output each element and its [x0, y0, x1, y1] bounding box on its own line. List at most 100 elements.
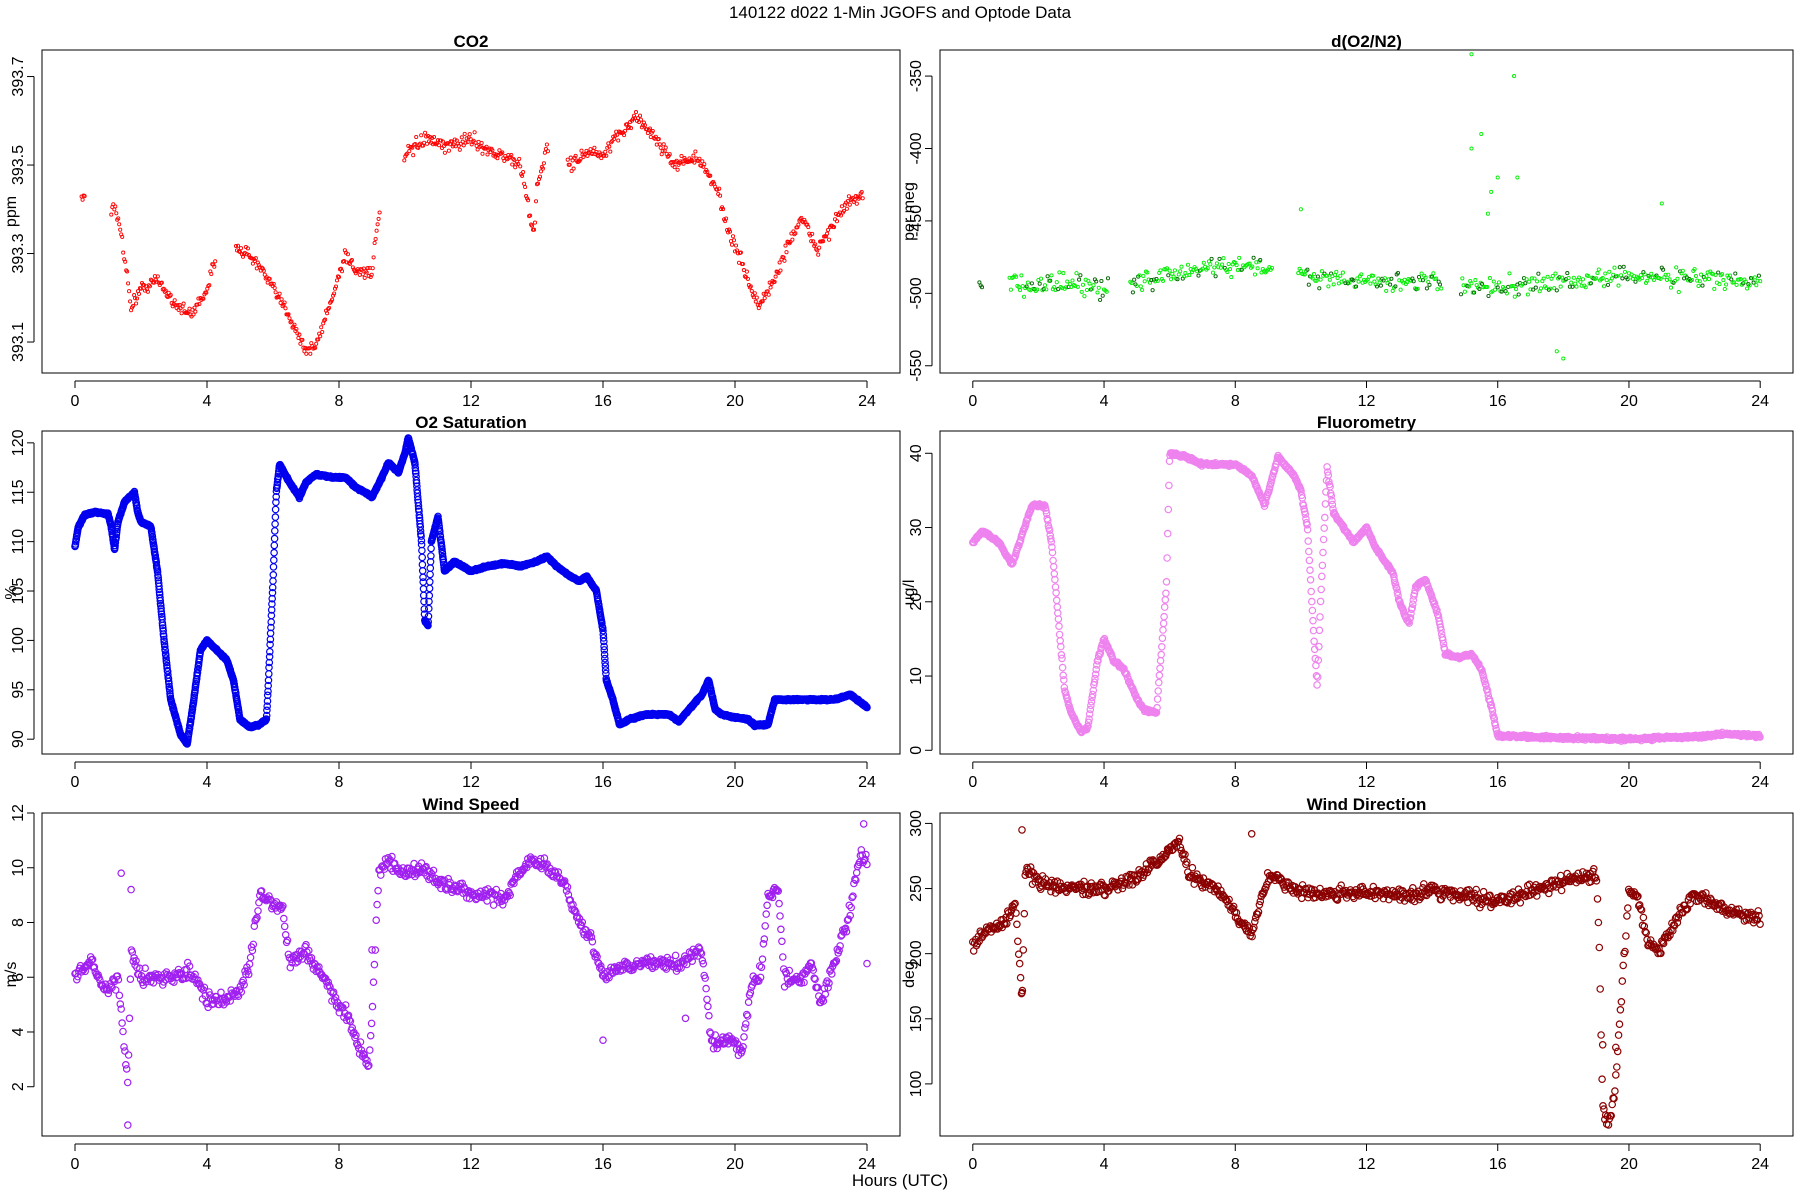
co2-point: [345, 252, 350, 257]
do2n2-point: [1142, 279, 1147, 284]
co2-point: [852, 197, 857, 202]
do2n2-point: [1706, 277, 1712, 282]
o2sat-point: [155, 585, 164, 594]
do2n2-point: [1025, 280, 1030, 285]
do2n2-point: [1419, 271, 1424, 276]
fluor-point: [1305, 547, 1313, 556]
do2n2-frame: [939, 49, 1794, 374]
co2-point: [599, 156, 604, 161]
co2-point: [731, 238, 737, 243]
fluor-point: [1157, 650, 1166, 659]
co2-point: [672, 165, 677, 170]
co2-point: [318, 334, 323, 339]
co2-point: [301, 345, 306, 350]
do2n2-point: [1727, 273, 1733, 278]
do2n2-point: [1512, 74, 1517, 79]
co2-point: [705, 169, 710, 174]
co2-point: [827, 237, 832, 242]
o2sat-point: [186, 717, 195, 726]
co2-point: [853, 194, 858, 199]
co2-point: [260, 266, 265, 271]
co2-point: [859, 189, 864, 195]
co2-point: [744, 269, 749, 274]
do2n2-point: [1499, 289, 1504, 294]
do2n2-point: [1523, 281, 1528, 286]
do2n2-point: [1087, 281, 1092, 286]
o2sat-point: [271, 520, 279, 528]
co2-point: [118, 227, 123, 232]
do2n2-point: [1020, 284, 1025, 289]
co2-point: [316, 337, 321, 342]
co2-point: [147, 284, 152, 289]
do2n2-point: [1141, 273, 1146, 279]
co2-point: [656, 136, 661, 142]
do2n2-point: [1651, 277, 1656, 283]
do2n2-point: [1200, 266, 1205, 271]
do2n2-point: [1616, 283, 1621, 288]
do2n2-point: [1713, 272, 1718, 277]
o2sat-point: [270, 541, 279, 550]
co2-point: [802, 217, 807, 222]
do2n2-point: [1007, 275, 1012, 280]
co2-point: [166, 290, 171, 295]
do2n2-point: [1554, 288, 1559, 293]
do2n2-xtick-label: 4: [1100, 393, 1109, 410]
do2n2-point: [1579, 283, 1584, 288]
o2sat-xtick-label: 0: [71, 774, 80, 791]
co2-point: [738, 250, 743, 255]
co2-point: [121, 250, 126, 255]
fluor-point: [1310, 637, 1318, 646]
fluor-point: [1158, 634, 1167, 643]
do2n2-point: [1716, 270, 1721, 275]
do2n2-point: [1388, 282, 1393, 287]
co2-point: [138, 286, 144, 291]
co2-point: [602, 153, 607, 158]
co2-point: [259, 265, 264, 270]
co2-point: [663, 145, 668, 150]
do2n2-point: [1692, 267, 1697, 272]
do2n2-point: [1302, 272, 1307, 277]
fluor-point: [1316, 613, 1324, 621]
do2n2-point: [1208, 262, 1213, 267]
do2n2-point: [1205, 266, 1210, 271]
co2-point: [212, 264, 217, 269]
co2-point: [376, 216, 381, 221]
do2n2-point: [1239, 267, 1244, 272]
co2-point: [740, 261, 745, 267]
do2n2-point: [1318, 277, 1323, 282]
do2n2-point: [1269, 265, 1275, 270]
do2n2-ytick-label: -350: [908, 60, 925, 92]
co2-point: [209, 271, 214, 277]
do2n2-point: [1672, 278, 1677, 284]
do2n2-point: [1376, 276, 1381, 281]
do2n2-point: [1663, 272, 1668, 277]
co2-point: [439, 145, 445, 151]
co2-point: [821, 239, 826, 244]
do2n2-point: [1315, 274, 1320, 279]
do2n2-point: [1668, 285, 1674, 290]
do2n2-point: [1334, 269, 1339, 274]
do2n2-point: [1756, 273, 1761, 278]
fluor-point: [1308, 606, 1317, 615]
co2-point: [117, 222, 122, 227]
do2n2-point: [1077, 277, 1082, 282]
co2-point: [647, 126, 652, 131]
co2-point: [576, 159, 581, 164]
co2-point: [282, 300, 287, 305]
do2n2-point: [1317, 286, 1322, 291]
co2-xtick-label: 12: [462, 393, 480, 410]
do2n2-point: [1574, 284, 1579, 289]
do2n2-point: [1218, 265, 1223, 270]
do2n2-point: [1402, 277, 1407, 282]
o2sat-point: [156, 596, 165, 605]
co2-point: [293, 328, 298, 334]
o2sat-point: [112, 533, 121, 542]
fluor-point: [1308, 597, 1316, 606]
co2-point: [296, 335, 301, 341]
do2n2-point: [1545, 274, 1550, 279]
do2n2-point: [1561, 356, 1566, 361]
do2n2-point: [1567, 284, 1572, 289]
do2n2-point: [1137, 273, 1142, 278]
do2n2-point: [1168, 277, 1174, 282]
do2n2-point: [1536, 271, 1541, 276]
